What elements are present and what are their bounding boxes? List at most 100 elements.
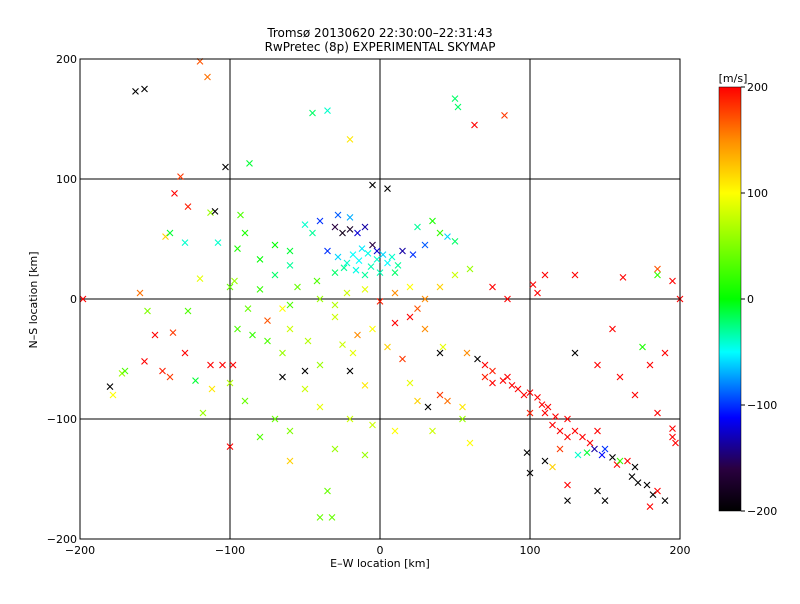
data-point <box>361 382 369 389</box>
data-point <box>609 454 616 461</box>
data-point <box>286 247 294 255</box>
data-point <box>409 251 417 258</box>
data-point <box>514 385 522 393</box>
data-point <box>669 277 676 285</box>
data-point <box>466 439 474 447</box>
data-point <box>244 305 252 312</box>
y-axis-label: N–S location [km] <box>27 251 40 348</box>
data-point <box>646 503 654 510</box>
data-point <box>324 247 331 255</box>
data-point <box>654 409 661 417</box>
data-point <box>355 257 363 264</box>
data-point <box>669 433 676 441</box>
data-point <box>192 377 199 384</box>
data-point <box>121 367 129 375</box>
data-point <box>534 394 541 401</box>
data-point <box>301 367 309 375</box>
data-point <box>669 425 676 432</box>
data-point <box>181 349 189 357</box>
data-point <box>231 277 238 285</box>
data-point <box>340 264 348 272</box>
data-point <box>367 263 375 270</box>
data-point <box>501 112 508 119</box>
data-point <box>541 409 549 417</box>
y-tick-label: 200 <box>56 53 77 66</box>
data-point <box>214 239 222 246</box>
colorbar-tick-label: 0 <box>747 293 754 306</box>
data-point <box>459 403 466 411</box>
data-point <box>354 331 361 339</box>
y-axis-ticks: −200 −100 0 100 200 <box>47 53 77 546</box>
data-point <box>388 253 396 261</box>
data-point <box>331 223 339 231</box>
data-point <box>471 121 478 129</box>
data-point <box>474 355 481 363</box>
data-point <box>379 251 387 258</box>
data-point <box>429 427 436 435</box>
data-point <box>208 385 216 393</box>
data-point <box>489 283 496 291</box>
data-point <box>541 457 549 465</box>
data-point <box>639 343 646 351</box>
data-point <box>219 361 226 369</box>
data-point <box>406 283 414 291</box>
data-point <box>391 427 399 435</box>
grid-lines <box>80 59 680 539</box>
data-point <box>346 136 354 143</box>
data-point <box>369 421 376 429</box>
data-point <box>481 373 489 381</box>
data-point <box>361 286 369 293</box>
data-point <box>309 229 316 237</box>
data-point <box>616 373 624 381</box>
data-point <box>184 307 192 315</box>
data-point <box>391 289 399 297</box>
data-point <box>661 349 669 357</box>
data-point <box>177 173 184 180</box>
x-tick-label: 0 <box>377 544 384 557</box>
data-point <box>346 214 354 221</box>
data-point <box>346 367 354 375</box>
data-point <box>526 389 534 396</box>
data-point <box>354 229 361 237</box>
data-point <box>349 251 357 258</box>
data-point <box>234 325 241 333</box>
data-point <box>207 361 214 369</box>
data-point <box>451 95 459 102</box>
colorbar <box>718 86 742 512</box>
chart-subtitle: RwPretec (8p) EXPERIMENTAL SKYMAP <box>265 40 496 54</box>
data-point <box>204 73 211 81</box>
data-point <box>583 449 591 456</box>
x-tick-label: 100 <box>520 544 541 557</box>
data-point <box>504 373 511 381</box>
data-point <box>211 208 219 215</box>
data-point <box>556 445 564 453</box>
data-point <box>249 331 256 339</box>
x-tick-label: 200 <box>670 544 691 557</box>
data-point <box>424 403 432 411</box>
data-point <box>324 107 331 114</box>
data-point <box>256 286 264 293</box>
data-point <box>151 331 159 339</box>
data-point <box>436 283 444 291</box>
data-point <box>414 397 421 405</box>
data-point <box>301 385 309 393</box>
data-point <box>144 307 151 315</box>
data-point <box>256 256 264 263</box>
data-point <box>571 349 579 357</box>
data-point <box>672 439 679 447</box>
data-point <box>649 491 657 498</box>
data-point <box>316 403 324 411</box>
data-point <box>534 289 541 297</box>
data-point <box>339 229 346 237</box>
data-point <box>361 451 369 459</box>
data-point <box>316 514 324 521</box>
data-point <box>591 445 598 453</box>
data-point <box>184 203 192 210</box>
data-point <box>481 361 489 369</box>
data-point <box>226 379 234 387</box>
data-point <box>286 325 294 333</box>
data-point <box>594 361 601 369</box>
data-point <box>324 487 331 495</box>
colorbar-tick-label: 200 <box>747 81 768 94</box>
